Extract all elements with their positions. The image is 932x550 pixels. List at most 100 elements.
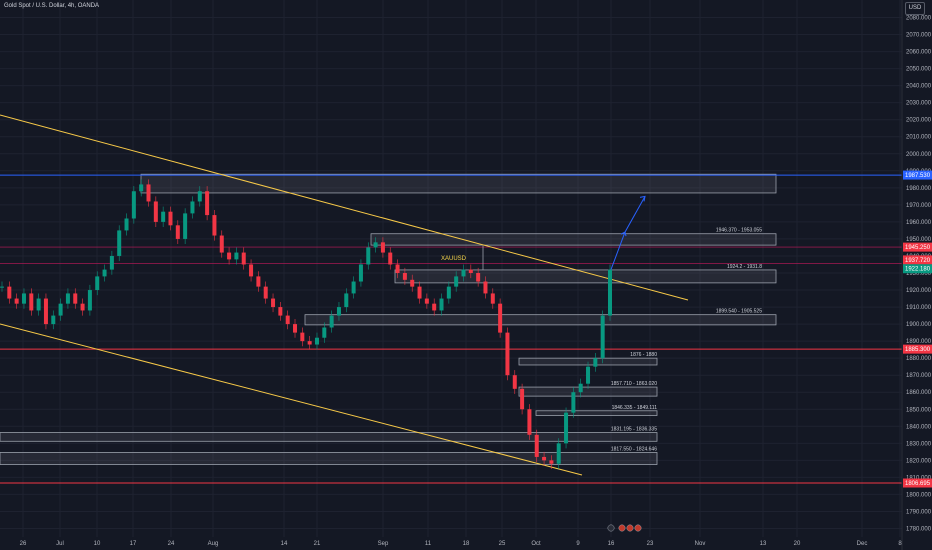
price-tick-label: 1790.000 xyxy=(906,509,932,515)
candle-body xyxy=(197,191,202,202)
projection-arrow xyxy=(610,195,646,270)
trendlines xyxy=(0,114,689,476)
candle-body xyxy=(58,303,63,316)
price-tick-label: 2020.000 xyxy=(906,118,932,124)
chart-title: Gold Spot / U.S. Dollar, 4h, OANDA xyxy=(4,3,100,9)
candle-body xyxy=(183,213,188,239)
price-tick-label: 1980.000 xyxy=(906,186,932,192)
symbol-label: XAUUSD xyxy=(441,256,467,262)
candle-body xyxy=(256,276,261,287)
candle-body xyxy=(366,247,371,265)
candle-body xyxy=(278,307,283,316)
candle-body xyxy=(358,264,363,282)
event-flag-icon[interactable] xyxy=(626,524,634,532)
candle-body xyxy=(212,215,217,236)
zone-box xyxy=(0,432,658,442)
candle-body xyxy=(300,332,305,342)
zone-box xyxy=(535,410,658,416)
zone-label: 1924.2 - 1931.8 xyxy=(727,264,762,270)
candle-body xyxy=(608,269,612,316)
zone-label: 1817.550 - 1824.646 xyxy=(611,446,657,452)
time-tick-label: Nov xyxy=(695,541,706,547)
price-marker xyxy=(903,478,932,488)
candle-body xyxy=(95,276,100,291)
price-axis[interactable]: 1780.000 1790.000 1800.000 1810.000 1820.000… xyxy=(901,0,932,550)
candle-body xyxy=(410,279,415,287)
zone-box xyxy=(140,173,777,194)
candle-body xyxy=(80,303,85,311)
candle-body xyxy=(454,276,459,287)
candle-body xyxy=(263,286,268,299)
time-tick-label: 9 xyxy=(576,541,580,547)
candle-body xyxy=(468,269,473,273)
price-tick-label: 2080.000 xyxy=(906,16,932,22)
time-tick-label: 23 xyxy=(647,541,654,547)
currency-button[interactable]: USD xyxy=(905,2,925,15)
candle-body xyxy=(0,286,4,288)
grid-lines xyxy=(0,0,902,537)
candle-body xyxy=(168,211,173,226)
price-tick-label: 2000.000 xyxy=(906,152,932,158)
time-tick-label: 18 xyxy=(463,541,470,547)
candle-body xyxy=(380,242,385,253)
upper-trendline xyxy=(0,114,689,301)
time-tick-label: 20 xyxy=(794,541,801,547)
time-axis[interactable]: 26 Jul 10 17 24 Aug 14 21 Sep 11 18 25 Oct 9 16 23 Nov 13… xyxy=(20,524,903,547)
candle-body xyxy=(161,211,166,222)
candle-body xyxy=(344,293,349,308)
time-tick-label: 16 xyxy=(608,541,615,547)
candle-body xyxy=(556,443,561,464)
time-tick-label: Dec xyxy=(857,541,868,547)
zone-box xyxy=(370,233,777,246)
price-tick-label: 2040.000 xyxy=(906,84,932,90)
zone-label: 1876 - 1880 xyxy=(630,352,657,358)
event-flag-icon[interactable] xyxy=(607,524,615,532)
price-marker xyxy=(903,264,932,274)
event-flag-icon[interactable] xyxy=(634,524,642,532)
candle-body xyxy=(395,264,400,273)
price-tick-label: 1920.000 xyxy=(906,288,932,294)
time-tick-label: Oct xyxy=(531,541,541,547)
candle-body xyxy=(293,324,298,333)
candle-body xyxy=(205,191,210,216)
price-tick-label: 2050.000 xyxy=(906,67,932,73)
candle-body xyxy=(51,315,56,325)
price-tick-label: 1860.000 xyxy=(906,390,932,396)
price-tick-label: 1850.000 xyxy=(906,407,932,413)
candle-body xyxy=(439,298,444,311)
price-tick-label: 1880.000 xyxy=(906,356,932,362)
candle-body xyxy=(131,191,136,219)
candle-body xyxy=(417,286,422,299)
candle-body xyxy=(520,388,525,410)
candle-body xyxy=(117,230,122,256)
candle-body xyxy=(285,315,290,325)
price-marker-label: 1987.530 xyxy=(905,173,931,179)
price-marker-label: 1885.300 xyxy=(905,347,931,353)
arrow-head xyxy=(639,195,646,202)
candle-body xyxy=(542,456,547,461)
event-flag-icon[interactable] xyxy=(618,524,626,532)
price-tick-label: 1900.000 xyxy=(906,322,932,328)
price-tick-label: 2010.000 xyxy=(906,135,932,141)
candle-body xyxy=(29,293,34,311)
horizontal-levels xyxy=(0,174,902,484)
candle-body xyxy=(314,337,319,345)
candle-body xyxy=(109,255,114,270)
candle-body xyxy=(549,460,554,464)
time-tick-label: 24 xyxy=(168,541,175,547)
price-tick-label: 1950.000 xyxy=(906,237,932,243)
candle-body xyxy=(102,269,107,277)
candle-body xyxy=(234,252,239,260)
supply-demand-zones: 1946.370 - 1953.055 1924.2 - 1931.8 1899.5… xyxy=(0,173,777,465)
price-tick-label: 2060.000 xyxy=(906,50,932,56)
time-tick-label: Aug xyxy=(208,541,219,547)
price-tick-label: 1780.000 xyxy=(906,526,932,532)
price-tick-label: 1830.000 xyxy=(906,441,932,447)
candle-body xyxy=(146,184,151,202)
time-tick-label: Sep xyxy=(378,541,389,547)
price-tick-label: 1890.000 xyxy=(906,339,932,345)
price-marker xyxy=(903,344,932,354)
candle-body xyxy=(402,273,407,280)
lower-trendline xyxy=(0,323,583,476)
